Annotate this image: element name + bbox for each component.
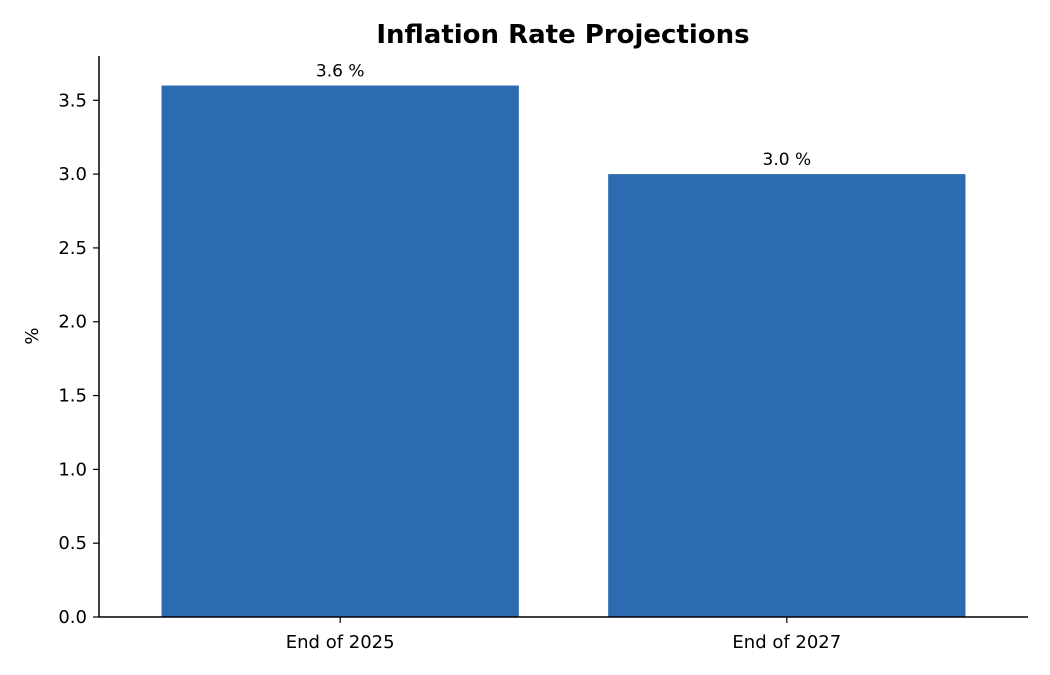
bar: [161, 85, 519, 618]
data-labels-group: 3.6 % 3.0 %: [316, 62, 811, 171]
x-axis-ticks: End of 2025 End of 2027: [286, 617, 841, 653]
y-tick-label: 0.5: [58, 533, 87, 554]
x-tick-label: End of 2027: [732, 632, 841, 653]
chart-title: Inflation Rate Projections: [376, 20, 749, 50]
bar-value-label: 3.0 %: [763, 150, 812, 170]
y-tick-label: 0.0: [58, 607, 87, 628]
bars-group: [161, 85, 966, 618]
y-axis-ticks: 0.0 0.5 1.0 1.5 2.0 2.5 3.0 3.5: [58, 90, 99, 628]
x-tick-label: End of 2025: [286, 632, 395, 653]
y-axis-label: %: [22, 327, 43, 344]
y-tick-label: 2.5: [58, 238, 87, 259]
y-tick-label: 2.0: [58, 312, 87, 333]
y-tick-label: 3.0: [58, 164, 87, 185]
y-tick-label: 1.0: [58, 459, 87, 480]
bar: [608, 174, 966, 617]
y-tick-label: 3.5: [58, 90, 87, 111]
bar-value-label: 3.6 %: [316, 62, 365, 82]
y-tick-label: 1.5: [58, 386, 87, 407]
